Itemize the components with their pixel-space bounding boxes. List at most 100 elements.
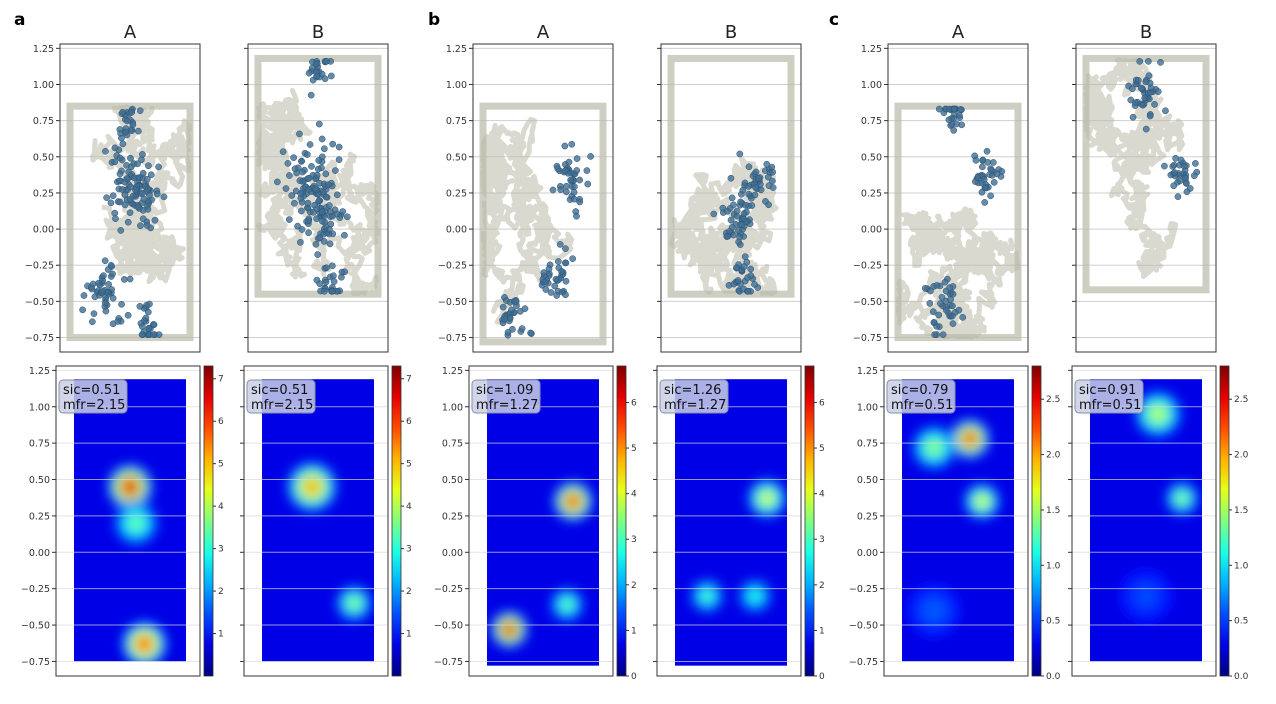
spike-point bbox=[291, 199, 298, 207]
colorbar: 0.0 0.5 1.0 1.5 2.0 2.5 bbox=[1219, 365, 1249, 682]
y-tick-label: 1.00 bbox=[861, 80, 882, 91]
spike-point bbox=[87, 284, 95, 291]
spike-point bbox=[107, 199, 115, 207]
spike-point bbox=[551, 282, 559, 290]
spike-point bbox=[736, 233, 744, 241]
y-tick-label: 0.50 bbox=[857, 475, 878, 486]
spike-point bbox=[331, 206, 339, 214]
annotation-box bbox=[886, 379, 956, 414]
ratemap-axes-a: −0.75 −0.50 −0.25 0.00 0.25 0.50 0.75 1.00 1.25 s… bbox=[21, 365, 224, 677]
spike-point bbox=[325, 202, 333, 209]
colorbar-tick-label: 1.0 bbox=[1234, 561, 1249, 571]
spike-point bbox=[562, 291, 569, 299]
y-tick-label: 1.25 bbox=[33, 44, 54, 55]
spike-point bbox=[733, 207, 741, 215]
y-tick-label: 0.25 bbox=[446, 188, 467, 199]
spike-point bbox=[561, 167, 569, 175]
colorbar-tick-label: 1.5 bbox=[1046, 506, 1060, 516]
spike-point bbox=[124, 311, 132, 319]
spike-point bbox=[1183, 188, 1191, 196]
y-tick-label: 0.00 bbox=[857, 548, 878, 559]
spike-point bbox=[724, 207, 731, 215]
spike-point bbox=[122, 128, 130, 136]
spike-point bbox=[109, 294, 117, 302]
colorbar: 0 1 2 3 4 5 6 bbox=[616, 365, 637, 682]
spike-point bbox=[298, 226, 306, 233]
spike-point bbox=[80, 292, 88, 299]
spike-point bbox=[988, 166, 995, 174]
spike-point bbox=[545, 265, 553, 273]
y-tick-label: 1.25 bbox=[29, 366, 50, 377]
colorbar-tick-label: 6 bbox=[218, 417, 224, 427]
colorbar-tick-label: 1.0 bbox=[1046, 561, 1061, 571]
place-field bbox=[568, 496, 578, 506]
spike-point bbox=[752, 168, 760, 176]
axes-frame bbox=[883, 365, 1029, 677]
spike-point bbox=[119, 108, 127, 116]
spike-point bbox=[950, 105, 958, 113]
spike-point bbox=[143, 175, 151, 183]
spike-point bbox=[118, 301, 125, 308]
column-title: A bbox=[952, 22, 965, 43]
spike-point bbox=[1144, 58, 1152, 65]
spike-point bbox=[140, 195, 148, 203]
spike-point bbox=[111, 209, 119, 217]
spike-point bbox=[935, 311, 943, 319]
spike-point bbox=[734, 277, 742, 284]
colorbar: 1 2 3 4 5 6 7 bbox=[391, 365, 412, 677]
place-field bbox=[349, 599, 359, 608]
spike-point bbox=[145, 162, 152, 170]
spike-point bbox=[755, 175, 763, 182]
y-tick-label: 0.75 bbox=[29, 439, 50, 450]
y-tick-label: −0.25 bbox=[853, 261, 882, 272]
spike-point bbox=[111, 144, 119, 152]
spike-point bbox=[1147, 84, 1155, 92]
spike-point bbox=[155, 331, 163, 338]
spike-point bbox=[740, 210, 748, 218]
spike-point bbox=[927, 287, 934, 295]
spike-point bbox=[553, 292, 561, 299]
y-tick-label: 0.25 bbox=[29, 511, 50, 522]
column-title: B bbox=[1140, 22, 1152, 43]
spike-point bbox=[502, 297, 510, 304]
spike-point bbox=[117, 227, 125, 234]
sic-value: sic=0.51 bbox=[63, 383, 120, 398]
spike-point bbox=[144, 185, 152, 193]
colorbar-tick-label: 1.5 bbox=[1234, 506, 1248, 516]
spike-point bbox=[116, 170, 124, 178]
y-tick-label: 0.25 bbox=[857, 511, 878, 522]
y-tick-label: 0.00 bbox=[29, 548, 50, 559]
y-tick-label: 1.25 bbox=[861, 44, 882, 55]
spike-point bbox=[719, 204, 727, 212]
colorbar-gradient bbox=[804, 365, 815, 677]
y-tick-label: −0.50 bbox=[434, 621, 463, 632]
spike-point bbox=[763, 160, 771, 168]
y-tick-label: −0.50 bbox=[25, 297, 54, 308]
spike-point bbox=[728, 194, 736, 202]
y-tick-label: 0.75 bbox=[442, 439, 463, 450]
spike-point bbox=[751, 191, 759, 199]
y-tick-label: 0.75 bbox=[857, 439, 878, 450]
spike-point bbox=[316, 234, 324, 242]
axes-frame bbox=[1075, 43, 1217, 353]
ratemap bbox=[262, 379, 374, 662]
ratemap bbox=[1090, 379, 1202, 662]
spike-point bbox=[127, 154, 134, 162]
mfr-value: mfr=0.51 bbox=[1079, 398, 1141, 413]
ratemap bbox=[902, 379, 1014, 662]
spike-point bbox=[552, 275, 560, 283]
colorbar-gradient bbox=[391, 365, 402, 677]
ratemap bbox=[74, 379, 186, 662]
spike-point bbox=[769, 177, 776, 185]
spike-point bbox=[291, 165, 299, 173]
trajectory-axes-b: B bbox=[1072, 22, 1217, 353]
annotation-box bbox=[471, 379, 541, 414]
spike-point bbox=[576, 198, 584, 206]
spike-point bbox=[298, 207, 305, 215]
spike-point bbox=[321, 287, 328, 295]
spike-point bbox=[747, 265, 755, 273]
colorbar-tick-label: 1 bbox=[406, 630, 412, 640]
spike-point bbox=[512, 298, 520, 306]
sic-value: sic=0.91 bbox=[1079, 383, 1136, 398]
spike-point bbox=[569, 255, 577, 263]
